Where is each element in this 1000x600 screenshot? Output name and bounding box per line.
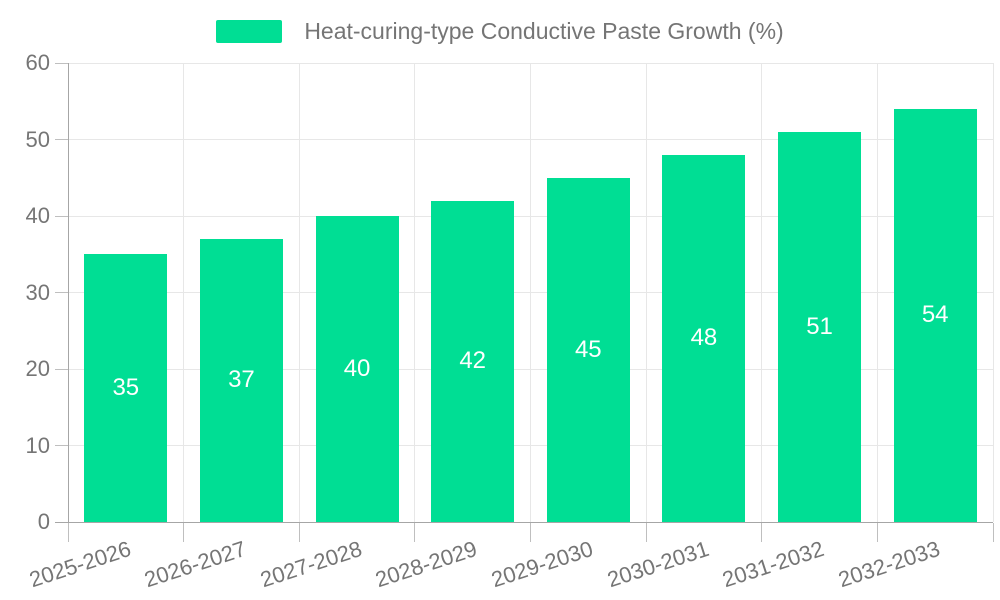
x-axis-line [55, 522, 993, 523]
x-axis-tick [876, 523, 878, 542]
bar-value-label: 51 [806, 312, 833, 340]
x-axis-tick [530, 523, 531, 542]
y-axis-label: 10 [25, 432, 50, 458]
y-axis-tick [55, 445, 68, 446]
x-axis-tick [761, 523, 763, 542]
bar [778, 131, 862, 522]
bar [199, 238, 283, 522]
x-axis-label: 2026-2027 [141, 536, 250, 593]
x-axis-label: 2031-2032 [719, 536, 828, 593]
x-axis-label: 2025-2026 [25, 536, 134, 593]
grid-line-vertical [414, 63, 416, 522]
bar-value-label: 37 [228, 366, 255, 394]
bar-value-label: 48 [690, 324, 718, 352]
bar [546, 177, 630, 522]
x-axis-tick [992, 523, 994, 542]
y-axis-label: 0 [37, 509, 50, 534]
x-axis-tick [67, 523, 69, 542]
y-axis-label: 50 [25, 126, 50, 152]
grid-line-vertical [530, 63, 531, 522]
bar [315, 216, 399, 522]
chart-legend[interactable]: Heat-curing-type Conductive Paste Growth… [0, 17, 1000, 45]
plot-area [68, 62, 994, 522]
y-axis-tick [55, 368, 68, 370]
bar-value-label: 42 [459, 347, 487, 375]
grid-line-vertical [183, 63, 185, 522]
bar [893, 108, 977, 522]
legend-label[interactable]: Heat-curing-type Conductive Paste Growth… [304, 17, 784, 44]
x-axis-tick [414, 523, 416, 542]
x-axis-label: 2029-2030 [488, 536, 597, 593]
y-axis-line [67, 63, 69, 523]
y-axis-label: 60 [25, 50, 50, 75]
bar-value-label: 40 [343, 355, 371, 382]
y-axis-tick [55, 139, 68, 140]
bar [84, 254, 168, 522]
grid-line-vertical [645, 63, 647, 522]
x-axis-label: 2030-2031 [603, 536, 712, 593]
x-axis-label: 2028-2029 [372, 536, 481, 593]
bar [662, 154, 746, 522]
x-axis-tick [645, 523, 647, 542]
bar-value-label: 35 [112, 374, 140, 402]
grid-line-vertical [298, 63, 300, 522]
bar-value-label: 54 [921, 301, 949, 329]
x-axis-tick [183, 523, 185, 542]
bar-value-label: 45 [574, 335, 602, 363]
y-axis-label: 40 [25, 203, 50, 228]
y-axis-label: 20 [25, 356, 50, 381]
y-axis-tick [55, 292, 68, 293]
x-axis-label: 2027-2028 [256, 536, 365, 593]
y-axis-tick [55, 215, 68, 217]
grid-line-vertical [761, 63, 763, 522]
y-axis-tick [55, 62, 68, 64]
grid-line-vertical [876, 63, 878, 522]
grid-line-vertical [992, 63, 994, 522]
x-axis-label: 2032-2033 [835, 536, 943, 593]
x-axis-tick [298, 523, 300, 542]
y-axis-label: 30 [25, 279, 50, 305]
bar [431, 200, 515, 522]
legend-swatch-icon[interactable] [216, 19, 283, 43]
